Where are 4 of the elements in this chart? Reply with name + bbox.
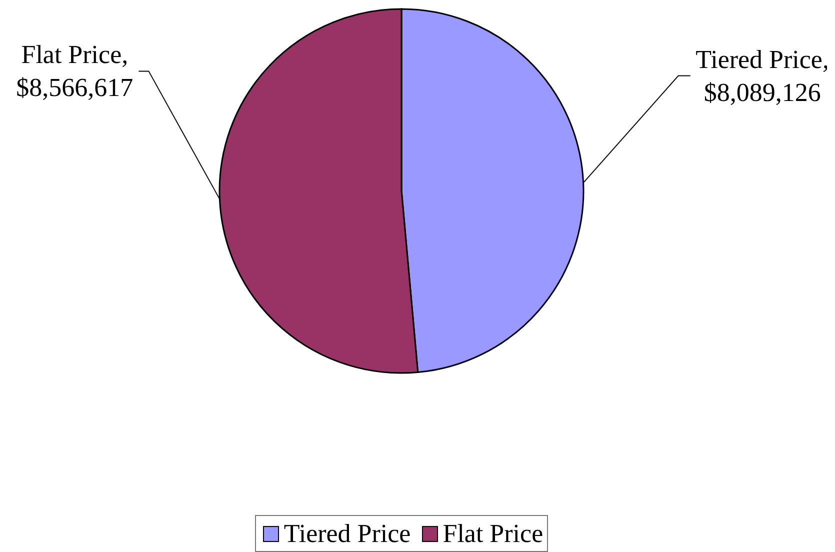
legend-label: Tiered Price — [284, 518, 411, 549]
legend-label: Flat Price — [442, 518, 544, 549]
data-label: Flat Price, $8,566,617 — [16, 40, 134, 102]
data-label: Tiered Price, $8,089,126 — [696, 44, 829, 107]
